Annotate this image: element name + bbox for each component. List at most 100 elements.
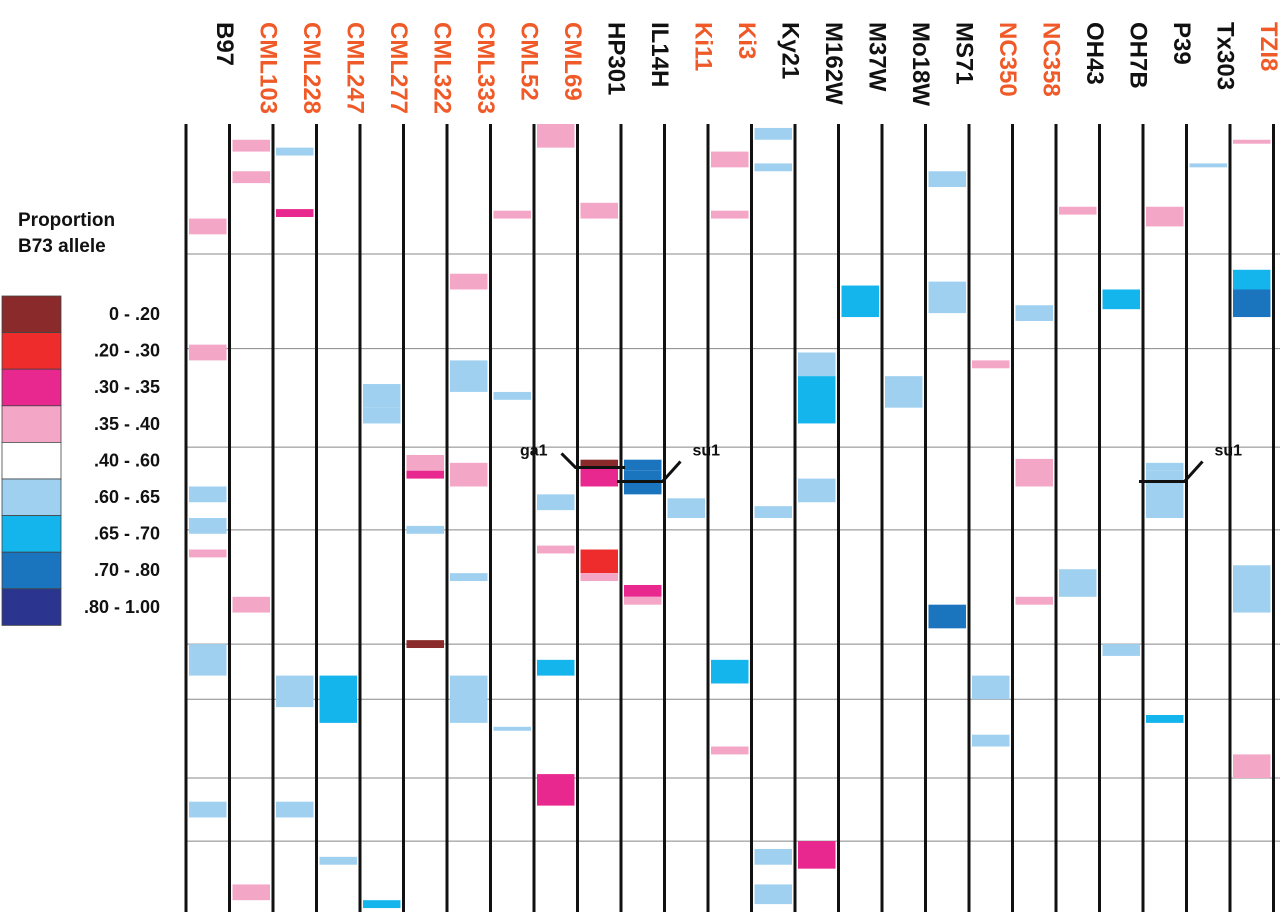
heatmap-segment [580,202,618,219]
column-label: MS71 [950,22,977,85]
column-label: Ky21 [776,22,803,79]
column-label: IL14H [646,22,673,87]
column-label: M162W [820,22,847,105]
heatmap-segment [928,171,966,188]
column-label: HP301 [602,22,629,95]
heatmap-segment [711,746,749,755]
legend-bins: 0 - .20 .20 - .30 .30 - .35 .35 - .40 .40 - … [1,295,160,626]
legend: Proportion B73 allele 0 - .20 .20 - .30 .3… [1,210,160,626]
heatmap-segment [232,139,270,152]
heatmap-segment [537,494,575,511]
annotation-label: ga1 [520,442,548,459]
heatmap-segment [667,498,705,518]
legend-label: .20 - .30 [94,341,160,361]
heatmap-segment [1189,163,1227,168]
legend-swatch [1,551,62,590]
legend-label: .70 - .80 [94,560,160,580]
heatmap-segment [232,884,270,901]
legend-title-line-1: Proportion [18,210,115,231]
legend-swatch [1,515,62,553]
heatmap-segment [1015,305,1053,321]
legend-label: .30 - .35 [94,377,160,397]
heatmap-segment [276,147,314,156]
heatmap-segment [1146,470,1184,518]
column-label: TZI8 [1255,22,1280,71]
legend-swatch [1,588,62,626]
column-label: Mo18W [907,22,934,106]
annotation-label: su1 [1215,442,1243,459]
legend-swatch [1,441,62,480]
heatmap-segment [972,675,1010,700]
annotation-leader [560,452,625,469]
heatmap-segment [754,163,792,172]
column-label: CML333 [472,22,499,114]
heatmap-segment [319,675,357,723]
column-labels: B97 CML103 CML228 CML247 CML277 CML322 CML333 C… [211,22,1280,114]
column-label: CML52 [515,22,542,101]
heatmap-segment [624,596,662,605]
heatmap-segment [711,659,749,684]
annotation-leader [1139,460,1204,483]
annotation-leader [617,460,682,483]
column-label: Ki11 [689,22,716,71]
heatmap-segment [1059,206,1097,215]
column-label: CML247 [341,22,368,114]
column-label: P39 [1168,22,1195,65]
heatmap-segment [406,640,444,649]
column-label: NC358 [1037,22,1064,97]
heatmap-segment [1146,715,1184,723]
heatmap-segment [232,596,270,613]
heatmap-segment [276,209,314,217]
heatmap-segment [580,573,618,582]
column-label: NC350 [994,22,1021,97]
heatmap-segment [885,376,923,408]
heatmap-segment [928,281,966,314]
heatmap-segment [363,407,401,424]
heatmap-segment [189,218,227,235]
heatmap-segment [406,454,444,471]
heatmap-segment [580,549,618,574]
heatmap-segment [450,360,488,392]
heatmap-segment [363,900,401,909]
legend-swatch [1,368,62,407]
column-label: CML322 [428,22,455,114]
heatmap-segment [711,151,749,168]
heatmap-segment [189,518,227,534]
heatmap-segment [537,124,575,148]
heatmap-segment [841,285,879,318]
heatmap-segment [450,273,488,290]
heatmap-segment [189,549,227,558]
legend-label: .65 - .70 [94,524,160,544]
column-label: OH7B [1124,22,1151,89]
heatmap-segment [972,360,1010,369]
heatmap-segment [1233,139,1271,144]
heatmap-segment [1233,754,1271,779]
heatmap-segment [450,675,488,723]
heatmap-segment [754,127,792,140]
heatmap-segment [189,486,227,503]
heatmap-segment [276,801,314,818]
heatmap-segment [537,659,575,676]
heatmap-segment [928,604,966,629]
heatmap-segment [1102,289,1140,310]
legend-swatch [1,295,62,333]
heatmap-segment [493,726,531,731]
heatmap-segment [798,376,836,424]
heatmap-segment [624,459,662,471]
column-label: M37W [863,22,890,92]
legend-label: .40 - .60 [94,450,160,470]
heatmap-segment [580,459,618,468]
heatmap-segment [189,344,227,361]
column-label: CML228 [298,22,325,114]
heatmap-segment [798,478,836,503]
heatmap-segment [493,391,531,400]
heatmap-segment [406,470,444,479]
legend-swatch [1,405,62,443]
column-label: CML277 [385,22,412,114]
heatmap-segment [754,506,792,518]
column-label: Ki3 [733,22,760,59]
column-label: CML69 [559,22,586,101]
heatmap-segment [450,462,488,487]
heatmap-segment [363,384,401,408]
